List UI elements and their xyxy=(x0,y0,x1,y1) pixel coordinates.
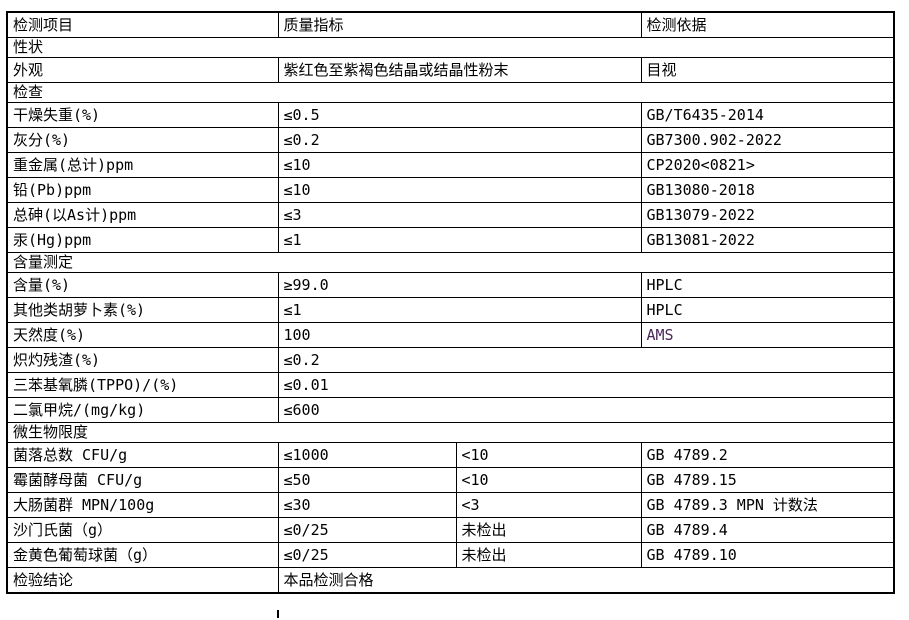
value-cell: ≤1 xyxy=(277,297,642,323)
basis-cell: GB 4789.3 MPN 计数法 xyxy=(640,492,895,518)
value-cell: ≤0.2 xyxy=(277,347,895,373)
table-row: 干燥失重(%) ≤0.5 GB/T6435-2014 xyxy=(6,102,895,128)
value-cell: ≤10 xyxy=(277,177,642,203)
header-cell: 质量指标 xyxy=(277,11,642,38)
inspection-table: 检测项目 质量指标 检测依据 性状 外观 紫红色至紫褐色结晶或结晶性粉末 目视 检查 干燥失重(… xyxy=(6,11,895,594)
basis-cell: CP2020<0821> xyxy=(640,152,895,178)
item-cell: 菌落总数 CFU/g xyxy=(6,442,279,468)
section-cell: 含量测定 xyxy=(6,252,895,273)
table-row: 天然度(%) 100 AMS xyxy=(6,322,895,348)
item-cell: 总砷(以As计)ppm xyxy=(6,202,279,228)
value-cell: ≤0/25 xyxy=(277,517,457,543)
basis-cell: 目视 xyxy=(640,57,895,83)
value-cell: ≤3 xyxy=(277,202,642,228)
table-row: 霉菌酵母菌 CFU/g ≤50 <10 GB 4789.15 xyxy=(6,467,895,493)
value-cell: ≤10 xyxy=(277,152,642,178)
table-row: 其他类胡萝卜素(%) ≤1 HPLC xyxy=(6,297,895,323)
table-row: 总砷(以As计)ppm ≤3 GB13079-2022 xyxy=(6,202,895,228)
basis-cell: GB 4789.2 xyxy=(640,442,895,468)
table-row: 金黄色葡萄球菌（g） ≤0/25 未检出 GB 4789.10 xyxy=(6,542,895,568)
value-cell: ≤0/25 xyxy=(277,542,457,568)
basis-cell: GB/T6435-2014 xyxy=(640,102,895,128)
basis-cell: GB 4789.4 xyxy=(640,517,895,543)
value-cell: ≤1000 xyxy=(277,442,457,468)
table-row: 灰分(%) ≤0.2 GB7300.902-2022 xyxy=(6,127,895,153)
header-cell: 检测项目 xyxy=(6,11,279,38)
table-row: 菌落总数 CFU/g ≤1000 <10 GB 4789.2 xyxy=(6,442,895,468)
item-cell: 干燥失重(%) xyxy=(6,102,279,128)
basis-cell: HPLC xyxy=(640,297,895,323)
table-edge-artifact xyxy=(277,610,279,618)
table-row: 三苯基氧膦(TPPO)/(%) ≤0.01 xyxy=(6,372,895,398)
section-cell: 微生物限度 xyxy=(6,422,895,443)
value-cell: 100 xyxy=(277,322,642,348)
value-cell: 本品检测合格 xyxy=(277,567,895,594)
value-cell: 紫红色至紫褐色结晶或结晶性粉末 xyxy=(277,57,642,83)
value-cell: ≤30 xyxy=(277,492,457,518)
section-row: 微生物限度 xyxy=(6,422,895,443)
item-cell: 天然度(%) xyxy=(6,322,279,348)
section-row: 检查 xyxy=(6,82,895,103)
item-cell: 外观 xyxy=(6,57,279,83)
table-header-row: 检测项目 质量指标 检测依据 xyxy=(6,11,895,38)
item-cell: 沙门氏菌（g） xyxy=(6,517,279,543)
item-cell: 霉菌酵母菌 CFU/g xyxy=(6,467,279,493)
value-cell: <3 xyxy=(455,492,642,518)
item-cell: 含量(%) xyxy=(6,272,279,298)
item-cell: 汞(Hg)ppm xyxy=(6,227,279,253)
section-cell: 检查 xyxy=(6,82,895,103)
item-cell: 重金属(总计)ppm xyxy=(6,152,279,178)
table-row: 汞(Hg)ppm ≤1 GB13081-2022 xyxy=(6,227,895,253)
item-cell: 金黄色葡萄球菌（g） xyxy=(6,542,279,568)
basis-cell: GB 4789.15 xyxy=(640,467,895,493)
item-cell: 铅(Pb)ppm xyxy=(6,177,279,203)
basis-cell: GB13080-2018 xyxy=(640,177,895,203)
table-row: 沙门氏菌（g） ≤0/25 未检出 GB 4789.4 xyxy=(6,517,895,543)
basis-cell: GB13079-2022 xyxy=(640,202,895,228)
value-cell: 未检出 xyxy=(455,542,642,568)
table-row: 铅(Pb)ppm ≤10 GB13080-2018 xyxy=(6,177,895,203)
table-row: 检验结论 本品检测合格 xyxy=(6,567,895,594)
table-row: 外观 紫红色至紫褐色结晶或结晶性粉末 目视 xyxy=(6,57,895,83)
value-cell: ≤600 xyxy=(277,397,895,423)
basis-cell: GB13081-2022 xyxy=(640,227,895,253)
value-cell: <10 xyxy=(455,467,642,493)
section-row: 性状 xyxy=(6,37,895,58)
value-cell: <10 xyxy=(455,442,642,468)
inspection-table-body: 检测项目 质量指标 检测依据 性状 外观 紫红色至紫褐色结晶或结晶性粉末 目视 检查 干燥失重(… xyxy=(6,11,895,594)
table-row: 重金属(总计)ppm ≤10 CP2020<0821> xyxy=(6,152,895,178)
basis-cell: GB7300.902-2022 xyxy=(640,127,895,153)
value-cell: ≥99.0 xyxy=(277,272,642,298)
table-row: 炽灼残渣(%) ≤0.2 xyxy=(6,347,895,373)
value-cell: ≤0.01 xyxy=(277,372,895,398)
item-cell: 大肠菌群 MPN/100g xyxy=(6,492,279,518)
value-cell: 未检出 xyxy=(455,517,642,543)
item-cell: 其他类胡萝卜素(%) xyxy=(6,297,279,323)
section-cell: 性状 xyxy=(6,37,895,58)
basis-cell: GB 4789.10 xyxy=(640,542,895,568)
table-row: 二氯甲烷/(mg/kg) ≤600 xyxy=(6,397,895,423)
item-cell: 灰分(%) xyxy=(6,127,279,153)
item-cell: 检验结论 xyxy=(6,567,279,594)
header-cell: 检测依据 xyxy=(640,11,895,38)
item-cell: 三苯基氧膦(TPPO)/(%) xyxy=(6,372,279,398)
table-row: 大肠菌群 MPN/100g ≤30 <3 GB 4789.3 MPN 计数法 xyxy=(6,492,895,518)
value-cell: ≤50 xyxy=(277,467,457,493)
value-cell: ≤0.2 xyxy=(277,127,642,153)
section-row: 含量测定 xyxy=(6,252,895,273)
basis-cell: HPLC xyxy=(640,272,895,298)
basis-cell: AMS xyxy=(640,322,895,348)
value-cell: ≤1 xyxy=(277,227,642,253)
item-cell: 炽灼残渣(%) xyxy=(6,347,279,373)
value-cell: ≤0.5 xyxy=(277,102,642,128)
item-cell: 二氯甲烷/(mg/kg) xyxy=(6,397,279,423)
table-row: 含量(%) ≥99.0 HPLC xyxy=(6,272,895,298)
